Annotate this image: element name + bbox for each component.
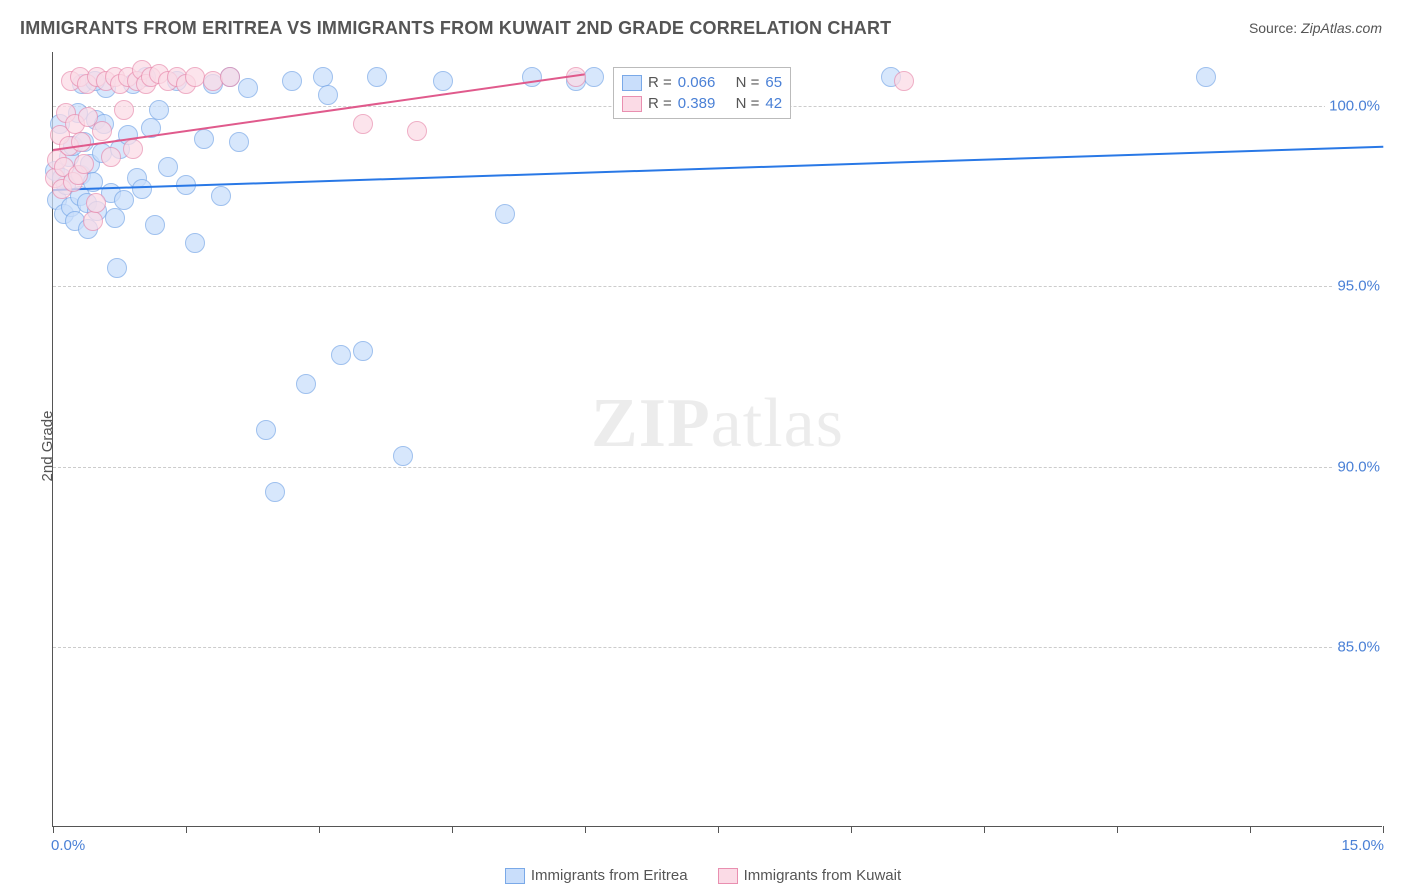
chart-title: IMMIGRANTS FROM ERITREA VS IMMIGRANTS FR… [20,18,891,39]
x-tick-label: 15.0% [1341,837,1384,854]
data-point [522,67,542,87]
gridline [53,286,1382,287]
data-point [114,100,134,120]
legend-r-label: R = [648,95,672,112]
data-point [107,258,127,278]
data-point [367,67,387,87]
watermark-rest: atlas [711,385,844,462]
data-point [282,71,302,91]
data-point [158,157,178,177]
legend-series-name: Immigrants from Kuwait [744,867,902,884]
legend-swatch [622,75,642,91]
x-tick [186,826,187,833]
data-point [203,71,223,91]
x-tick [452,826,453,833]
legend-item: Immigrants from Kuwait [718,867,902,884]
data-point [71,132,91,152]
stats-legend-row: R = 0.389 N = 42 [622,93,782,114]
data-point [229,132,249,152]
data-point [584,67,604,87]
source-name: ZipAtlas.com [1301,20,1382,36]
data-point [353,114,373,134]
y-tick-label: 100.0% [1325,98,1384,115]
x-tick [1117,826,1118,833]
stats-legend-row: R = 0.066 N = 65 [622,72,782,93]
data-point [185,67,205,87]
stats-legend: R = 0.066 N = 65R = 0.389 N = 42 [613,67,791,119]
data-point [238,78,258,98]
data-point [313,67,333,87]
bottom-legend: Immigrants from Eritrea Immigrants from K… [0,867,1406,884]
data-point [145,215,165,235]
legend-n-value: 65 [765,74,782,91]
data-point [407,121,427,141]
y-tick-label: 85.0% [1333,638,1384,655]
data-point [211,186,231,206]
data-point [1196,67,1216,87]
watermark-bold: ZIP [591,385,711,462]
data-point [265,482,285,502]
data-point [132,179,152,199]
x-tick [718,826,719,833]
legend-series-name: Immigrants from Eritrea [531,867,688,884]
data-point [393,446,413,466]
data-point [86,193,106,213]
legend-swatch [505,868,525,884]
data-point [433,71,453,91]
data-point [296,374,316,394]
data-point [220,67,240,87]
data-point [894,71,914,91]
data-point [353,341,373,361]
data-point [114,190,134,210]
data-point [123,139,143,159]
data-point [194,129,214,149]
trend-line [53,146,1383,191]
data-point [83,211,103,231]
data-point [331,345,351,365]
legend-item: Immigrants from Eritrea [505,867,688,884]
chart-area: ZIPatlas 85.0%90.0%95.0%100.0%0.0%15.0%R… [52,52,1382,827]
legend-n-label: N = [736,74,760,91]
x-tick-label: 0.0% [51,837,85,854]
source-prefix: Source: [1249,20,1301,36]
x-tick [53,826,54,833]
data-point [495,204,515,224]
legend-n-label: N = [736,95,760,112]
watermark: ZIPatlas [591,384,844,464]
legend-swatch [622,96,642,112]
y-tick-label: 95.0% [1333,278,1384,295]
x-tick [851,826,852,833]
x-tick [585,826,586,833]
x-tick [319,826,320,833]
data-point [256,420,276,440]
gridline [53,647,1382,648]
plot-area: ZIPatlas 85.0%90.0%95.0%100.0%0.0%15.0%R… [52,52,1382,827]
x-tick [1383,826,1384,833]
data-point [74,154,94,174]
source-attribution: Source: ZipAtlas.com [1249,20,1382,36]
legend-r-value: 0.066 [678,74,716,91]
legend-n-value: 42 [765,95,782,112]
legend-r-label: R = [648,74,672,91]
x-tick [984,826,985,833]
legend-r-value: 0.389 [678,95,716,112]
data-point [185,233,205,253]
data-point [92,121,112,141]
data-point [101,147,121,167]
data-point [149,100,169,120]
data-point [105,208,125,228]
gridline [53,467,1382,468]
legend-swatch [718,868,738,884]
x-tick [1250,826,1251,833]
y-tick-label: 90.0% [1333,458,1384,475]
data-point [318,85,338,105]
